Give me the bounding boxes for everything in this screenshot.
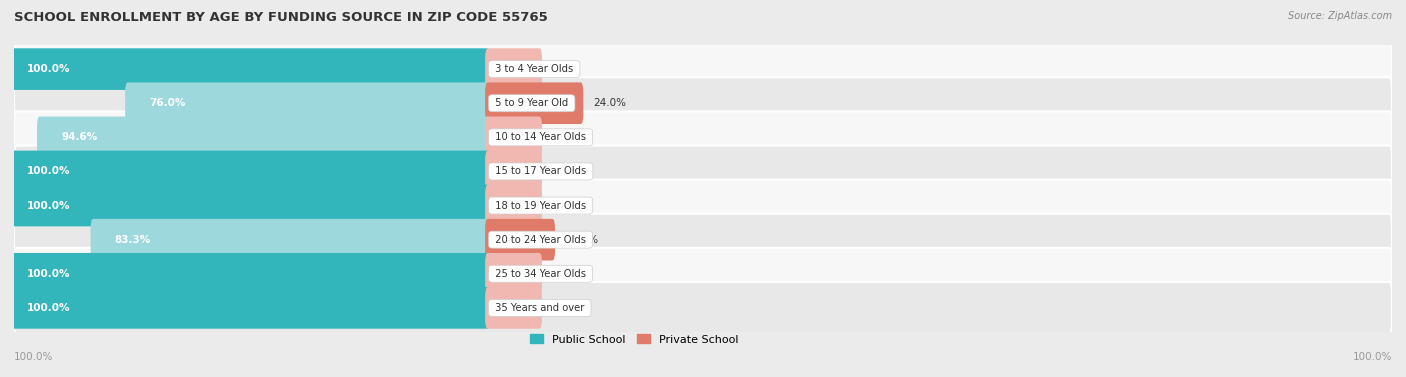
FancyBboxPatch shape (90, 219, 491, 261)
FancyBboxPatch shape (11, 287, 491, 329)
Text: 20 to 24 Year Olds: 20 to 24 Year Olds (492, 234, 589, 245)
Text: Source: ZipAtlas.com: Source: ZipAtlas.com (1288, 11, 1392, 21)
Text: 5 to 9 Year Old: 5 to 9 Year Old (492, 98, 571, 108)
Text: 0.0%: 0.0% (553, 269, 578, 279)
FancyBboxPatch shape (14, 43, 1392, 95)
Text: SCHOOL ENROLLMENT BY AGE BY FUNDING SOURCE IN ZIP CODE 55765: SCHOOL ENROLLMENT BY AGE BY FUNDING SOUR… (14, 11, 548, 24)
Text: 18 to 19 Year Olds: 18 to 19 Year Olds (492, 201, 589, 211)
FancyBboxPatch shape (485, 219, 555, 261)
FancyBboxPatch shape (14, 77, 1392, 129)
FancyBboxPatch shape (11, 48, 491, 90)
Text: 10 to 14 Year Olds: 10 to 14 Year Olds (492, 132, 589, 143)
Text: 100.0%: 100.0% (27, 269, 70, 279)
FancyBboxPatch shape (14, 214, 1392, 265)
Text: 100.0%: 100.0% (1353, 352, 1392, 362)
Text: 16.7%: 16.7% (565, 234, 599, 245)
Text: 94.6%: 94.6% (62, 132, 97, 143)
Text: 100.0%: 100.0% (27, 201, 70, 211)
Text: 83.3%: 83.3% (115, 234, 150, 245)
FancyBboxPatch shape (485, 287, 541, 329)
FancyBboxPatch shape (11, 253, 491, 294)
FancyBboxPatch shape (11, 151, 491, 192)
Text: 25 to 34 Year Olds: 25 to 34 Year Olds (492, 269, 589, 279)
FancyBboxPatch shape (14, 282, 1392, 334)
FancyBboxPatch shape (14, 248, 1392, 300)
Text: 0.0%: 0.0% (553, 64, 578, 74)
Text: 35 Years and over: 35 Years and over (492, 303, 588, 313)
Text: 76.0%: 76.0% (149, 98, 186, 108)
Text: 100.0%: 100.0% (27, 303, 70, 313)
FancyBboxPatch shape (14, 179, 1392, 231)
FancyBboxPatch shape (485, 253, 541, 294)
FancyBboxPatch shape (14, 146, 1392, 198)
Text: 24.0%: 24.0% (593, 98, 627, 108)
Text: 100.0%: 100.0% (27, 166, 70, 176)
Text: 3 to 4 Year Olds: 3 to 4 Year Olds (492, 64, 576, 74)
Text: 0.0%: 0.0% (553, 166, 578, 176)
FancyBboxPatch shape (11, 185, 491, 226)
Text: 0.0%: 0.0% (553, 303, 578, 313)
FancyBboxPatch shape (485, 48, 541, 90)
Text: 15 to 17 Year Olds: 15 to 17 Year Olds (492, 166, 589, 176)
FancyBboxPatch shape (14, 112, 1392, 163)
Legend: Public School, Private School: Public School, Private School (526, 330, 742, 349)
Text: 100.0%: 100.0% (27, 64, 70, 74)
FancyBboxPatch shape (485, 83, 583, 124)
FancyBboxPatch shape (125, 83, 491, 124)
FancyBboxPatch shape (37, 116, 491, 158)
FancyBboxPatch shape (485, 116, 541, 158)
FancyBboxPatch shape (485, 151, 541, 192)
Text: 100.0%: 100.0% (14, 352, 53, 362)
Text: 0.0%: 0.0% (553, 201, 578, 211)
FancyBboxPatch shape (485, 185, 541, 226)
Text: 5.4%: 5.4% (553, 132, 579, 143)
